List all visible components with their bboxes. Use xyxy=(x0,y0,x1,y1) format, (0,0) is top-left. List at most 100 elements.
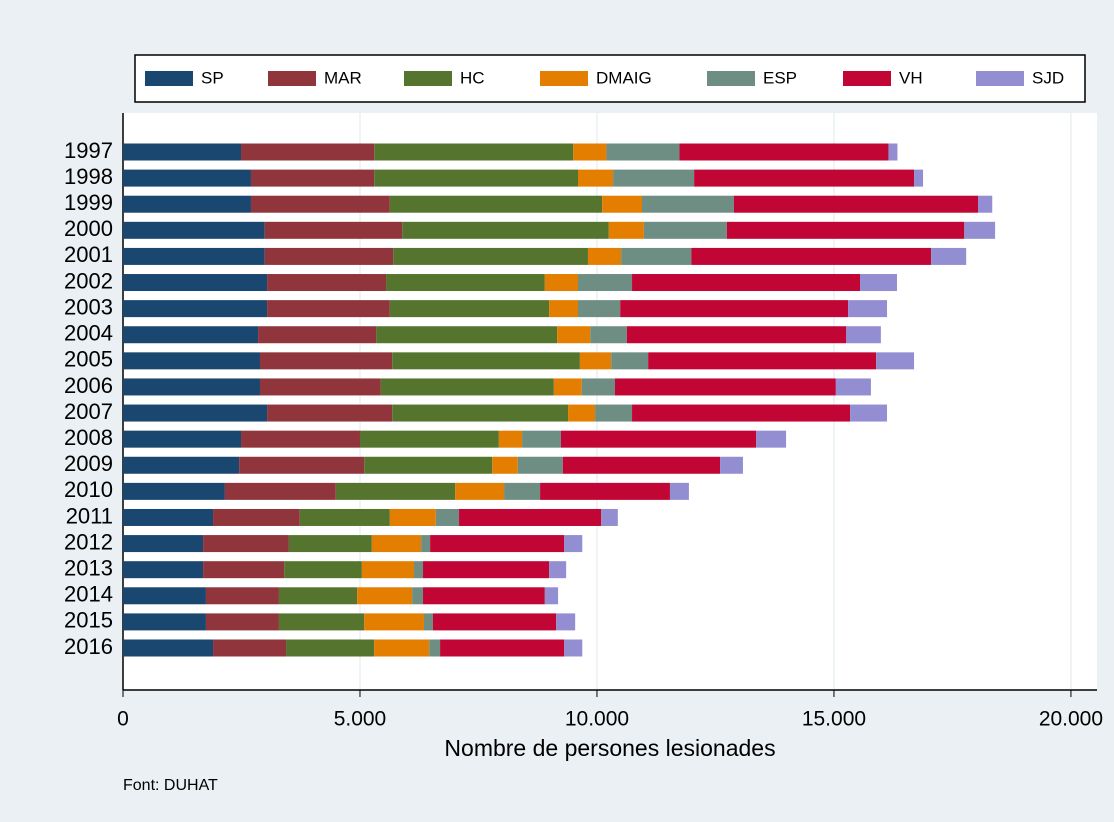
y-tick-label: 2014 xyxy=(64,582,113,607)
bar-segment xyxy=(123,639,214,657)
bar-segment xyxy=(726,221,965,239)
bar-segment xyxy=(357,587,413,605)
bar-segment xyxy=(579,352,612,370)
y-tick-label: 2001 xyxy=(64,242,113,267)
y-tick-label: 2009 xyxy=(64,451,113,476)
bar-segment xyxy=(613,169,695,187)
bar-segment xyxy=(374,169,579,187)
bar-segment xyxy=(386,274,545,292)
legend-label: MAR xyxy=(324,68,362,87)
bar-segment xyxy=(123,404,268,422)
bar-segment xyxy=(756,430,787,448)
bar-segment xyxy=(587,247,622,265)
bar-segment xyxy=(123,247,265,265)
bar-segment xyxy=(241,430,360,448)
bar-segment xyxy=(259,378,381,396)
bar-segment xyxy=(691,247,932,265)
bar-segment xyxy=(557,326,591,344)
bar-segment xyxy=(522,430,561,448)
bar-segment xyxy=(504,482,541,500)
x-tick-label: 15.000 xyxy=(802,708,866,731)
bar-segment xyxy=(560,430,757,448)
bar-segment xyxy=(517,456,563,474)
bar-segment xyxy=(123,430,242,448)
bar-segment xyxy=(606,143,680,161)
x-tick-label: 5.000 xyxy=(334,708,387,731)
bar-segment xyxy=(888,143,898,161)
legend-label: SJD xyxy=(1032,68,1064,87)
bar-segment xyxy=(123,587,206,605)
legend-swatch xyxy=(976,71,1024,86)
y-tick-label: 2011 xyxy=(66,503,113,528)
bar-segment xyxy=(573,143,607,161)
bar-segment xyxy=(429,639,441,657)
bar-segment xyxy=(123,613,206,631)
x-tick-label: 20.000 xyxy=(1039,708,1103,731)
bar-segment xyxy=(549,300,579,318)
bar-segment xyxy=(123,300,268,318)
bar-segment xyxy=(250,169,375,187)
bar-segment xyxy=(123,274,268,292)
bar-segment xyxy=(203,561,285,579)
bar-segment xyxy=(614,378,836,396)
bar-segment xyxy=(846,326,881,344)
legend-swatch xyxy=(843,71,891,86)
bar-segment xyxy=(123,508,214,526)
bar-segment xyxy=(562,456,721,474)
y-tick-label: 2003 xyxy=(64,294,113,319)
legend-swatch xyxy=(540,71,588,86)
y-tick-label: 1999 xyxy=(64,190,113,215)
bar-segment xyxy=(620,300,849,318)
bar-segment xyxy=(361,561,415,579)
bar-segment xyxy=(392,352,580,370)
legend-swatch xyxy=(145,71,193,86)
bar-segment xyxy=(123,352,260,370)
bar-segment xyxy=(544,587,559,605)
bar-segment xyxy=(694,169,915,187)
bar-segment xyxy=(553,378,582,396)
bar-segment xyxy=(392,404,569,422)
bar-segment xyxy=(376,326,558,344)
bar-segment xyxy=(123,561,204,579)
legend-label: DMAIG xyxy=(596,68,652,87)
x-axis-label: Nombre de persones lesionades xyxy=(444,735,775,761)
source: Font: DUHAT xyxy=(123,777,218,794)
bar-segment xyxy=(412,587,424,605)
bar-segment xyxy=(564,639,583,657)
legend-label: HC xyxy=(460,68,485,87)
bar-segment xyxy=(611,352,649,370)
bar-segment xyxy=(540,482,670,500)
bar-segment xyxy=(578,300,621,318)
bar-segment xyxy=(374,143,574,161)
bar-segment xyxy=(267,274,387,292)
bar-segment xyxy=(123,482,225,500)
bar-segment xyxy=(371,535,422,553)
y-tick-label: 1998 xyxy=(64,164,113,189)
bar-segment xyxy=(914,169,924,187)
bar-segment xyxy=(374,639,430,657)
bar-segment xyxy=(498,430,523,448)
bar-segment xyxy=(123,378,260,396)
bar-segment xyxy=(876,352,915,370)
bar-segment xyxy=(459,508,602,526)
y-tick-label: 2002 xyxy=(64,268,113,293)
bar-segment xyxy=(590,326,627,344)
bar-segment xyxy=(632,274,861,292)
bar-segment xyxy=(556,613,576,631)
bar-segment xyxy=(264,221,403,239)
y-tick-label: 2012 xyxy=(64,529,113,554)
bar-segment xyxy=(402,221,609,239)
bar-segment xyxy=(581,378,615,396)
bar-segment xyxy=(850,404,888,422)
bar-segment xyxy=(578,169,614,187)
bar-segment xyxy=(299,508,390,526)
bar-segment xyxy=(213,639,287,657)
bar-segment xyxy=(626,326,847,344)
bar-segment xyxy=(286,639,375,657)
bar-segment xyxy=(430,535,565,553)
bar-segment xyxy=(205,587,279,605)
bar-segment xyxy=(669,482,689,500)
bar-segment xyxy=(123,535,204,553)
bar-segment xyxy=(364,613,424,631)
bar-segment xyxy=(123,195,251,213)
